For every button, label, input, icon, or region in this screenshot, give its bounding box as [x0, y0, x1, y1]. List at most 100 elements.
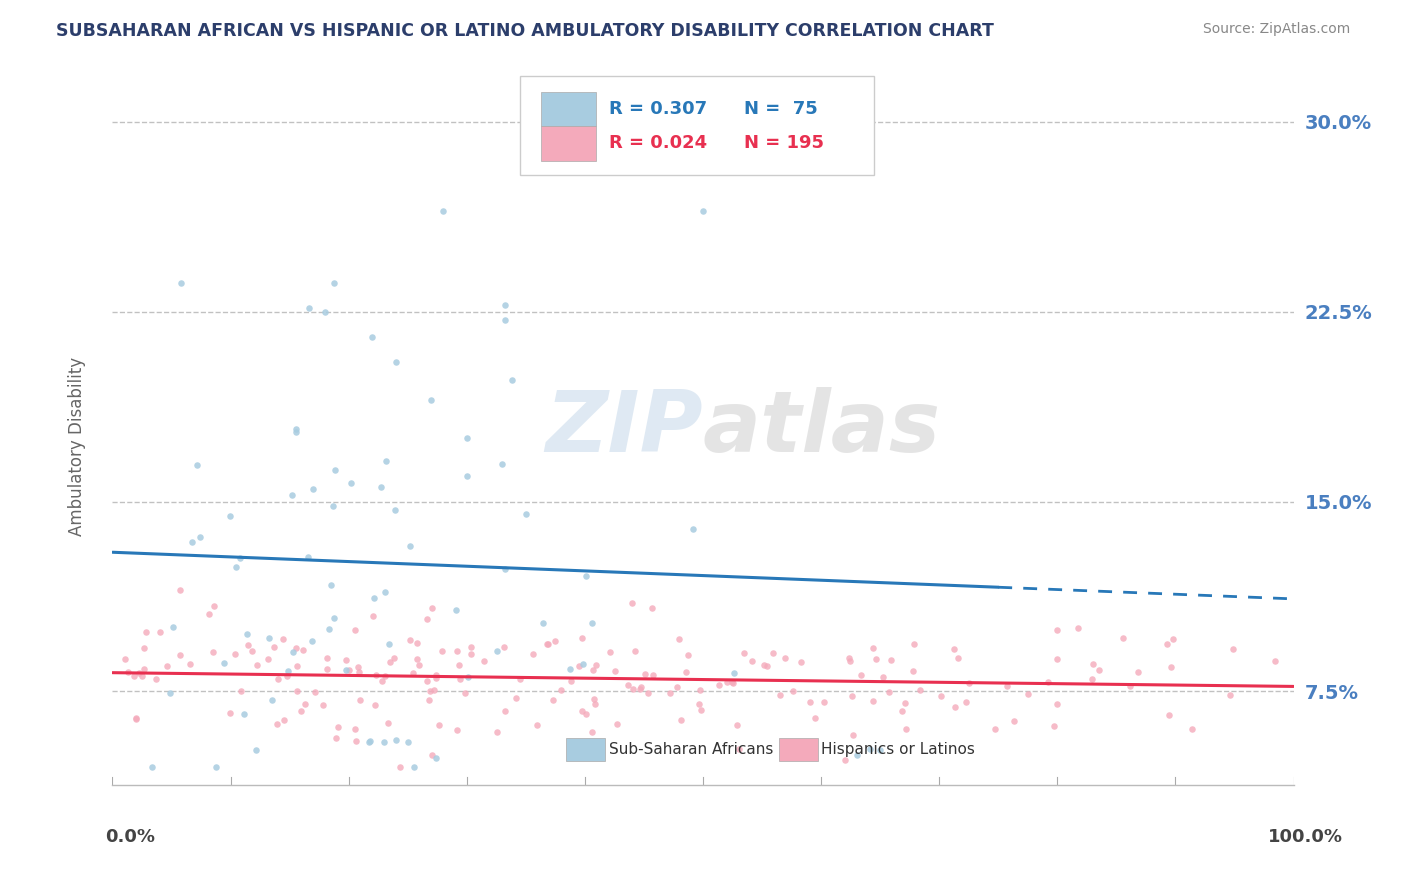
Point — [509, 672, 531, 686]
Point — [454, 686, 477, 700]
Point — [943, 642, 966, 657]
Point — [418, 693, 440, 707]
FancyBboxPatch shape — [567, 738, 605, 762]
Point — [370, 479, 392, 493]
Point — [312, 698, 335, 713]
Point — [325, 463, 347, 477]
Point — [267, 673, 290, 687]
Point — [149, 625, 172, 640]
Point — [460, 647, 482, 661]
Point — [606, 717, 628, 731]
Point — [536, 637, 558, 651]
Point — [236, 627, 259, 641]
Point — [169, 583, 191, 598]
Point — [903, 637, 925, 651]
Point — [1264, 654, 1286, 668]
Point — [246, 658, 269, 673]
Text: Source: ZipAtlas.com: Source: ZipAtlas.com — [1202, 22, 1350, 37]
Point — [692, 203, 714, 218]
Point — [560, 673, 582, 688]
Point — [186, 458, 208, 472]
Point — [162, 620, 184, 634]
Point — [505, 691, 527, 706]
Point — [768, 688, 790, 702]
Point — [1160, 660, 1182, 674]
Point — [382, 651, 405, 665]
Text: Sub-Saharan Africans: Sub-Saharan Africans — [609, 742, 773, 757]
Point — [659, 686, 682, 700]
Point — [179, 657, 201, 671]
Point — [257, 631, 280, 645]
Point — [316, 662, 339, 676]
Point — [202, 599, 225, 613]
Point — [117, 665, 139, 679]
Point — [373, 735, 395, 749]
Point — [668, 632, 690, 646]
Point — [456, 431, 478, 445]
Point — [420, 393, 443, 408]
Point — [943, 700, 966, 714]
Point — [337, 663, 360, 677]
Point — [135, 624, 157, 639]
Point — [676, 648, 699, 662]
Point — [804, 711, 827, 725]
Point — [728, 742, 751, 756]
Point — [124, 711, 146, 725]
Point — [318, 622, 340, 636]
Point — [357, 735, 380, 749]
Point — [474, 654, 496, 668]
Point — [169, 648, 191, 662]
Point — [782, 684, 804, 698]
Point — [170, 276, 193, 290]
Point — [245, 742, 267, 756]
Point — [624, 644, 647, 658]
Point — [314, 305, 336, 319]
Point — [756, 658, 779, 673]
Point — [361, 330, 384, 344]
Point — [322, 276, 344, 290]
Point — [494, 562, 516, 576]
Point — [894, 722, 917, 736]
Point — [229, 550, 252, 565]
Point — [141, 760, 163, 774]
Point — [287, 659, 309, 673]
Point — [813, 695, 835, 709]
Point — [790, 655, 813, 669]
Point — [544, 634, 567, 648]
Point — [1046, 623, 1069, 637]
Point — [526, 718, 548, 732]
Point — [872, 669, 894, 683]
FancyBboxPatch shape — [541, 127, 596, 161]
Point — [359, 734, 381, 748]
Point — [1219, 689, 1241, 703]
Point — [1157, 708, 1180, 723]
Point — [862, 640, 884, 655]
Point — [799, 695, 821, 709]
Point — [531, 616, 554, 631]
Point — [571, 631, 593, 645]
Point — [281, 645, 304, 659]
Point — [425, 750, 447, 764]
Point — [125, 712, 148, 726]
Point — [572, 657, 595, 671]
Point — [374, 453, 396, 467]
Point — [957, 675, 980, 690]
Point — [890, 704, 912, 718]
Point — [363, 698, 385, 713]
Point — [349, 693, 371, 707]
Point — [558, 662, 581, 676]
Point — [859, 741, 882, 756]
Point — [457, 670, 479, 684]
Point — [955, 695, 977, 709]
Point — [723, 665, 745, 680]
Point — [326, 721, 349, 735]
Point — [1087, 663, 1109, 677]
Point — [361, 609, 384, 624]
Point — [841, 690, 863, 704]
Point — [908, 682, 931, 697]
Point — [901, 664, 924, 678]
Point — [340, 476, 363, 491]
Point — [205, 760, 228, 774]
Point — [319, 578, 342, 592]
Point — [370, 673, 392, 688]
